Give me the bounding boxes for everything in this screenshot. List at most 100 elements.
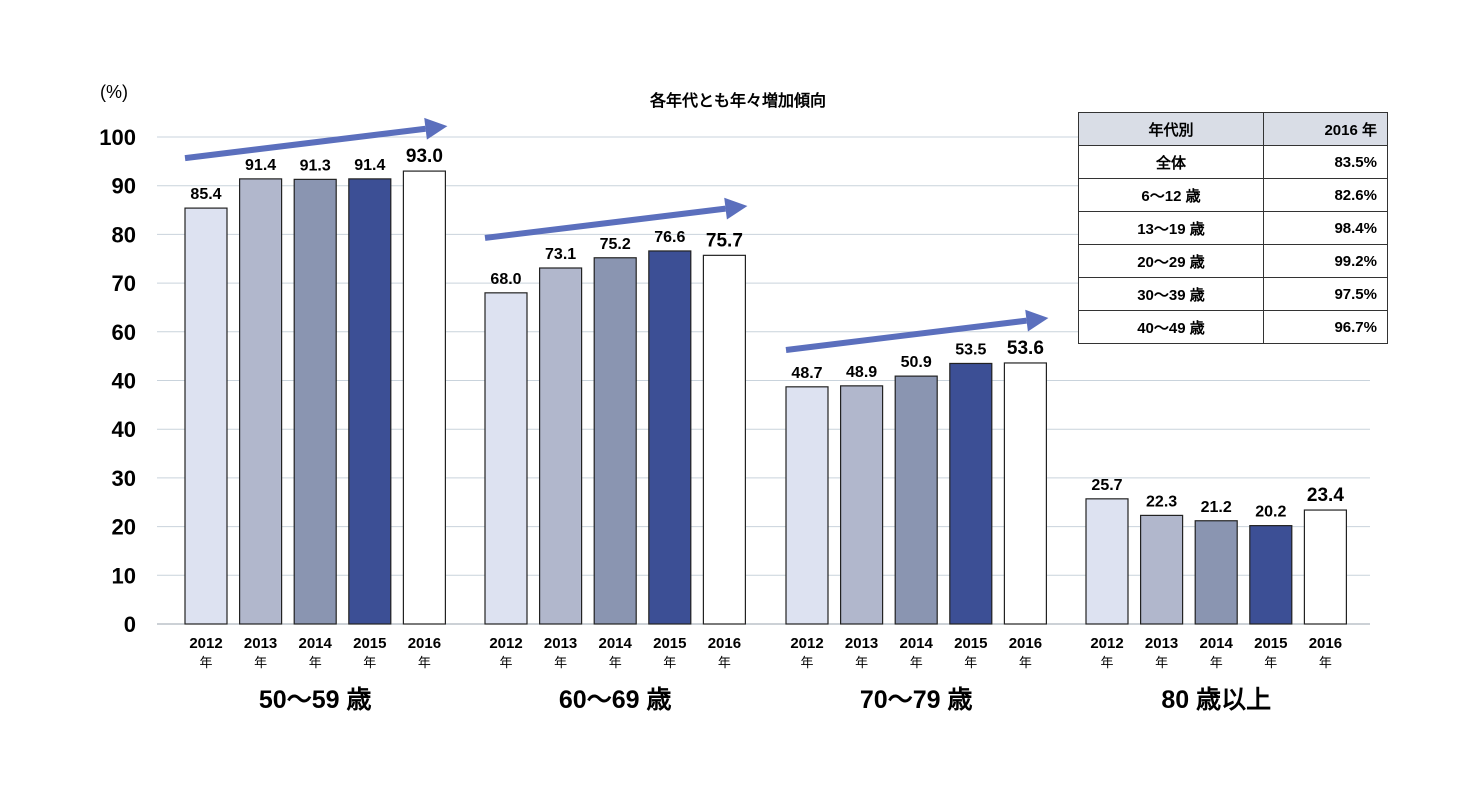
summary-table: 年代別 2016 年 全体 83.5% 6〜12 歳 82.6% 13〜19 歳…	[1078, 112, 1388, 344]
y-tick-label: 30	[112, 466, 136, 491]
data-label: 91.4	[245, 157, 276, 174]
table-row: 30〜39 歳 97.5%	[1078, 277, 1388, 311]
y-tick-label: 70	[112, 271, 136, 296]
bar	[1003, 362, 1048, 625]
x-axis: 2012 年 2013 年 2014 年 2015 年 2016 年 50〜59 歳 2012 年 201…	[189, 635, 1342, 714]
data-label: 91.4	[354, 157, 385, 174]
table-cell-value: 97.5%	[1263, 277, 1388, 311]
trend-arrows	[184, 117, 1049, 353]
x-tick-label: 2014	[299, 635, 333, 652]
data-label: 75.2	[600, 236, 631, 253]
x-tick-label: 2012	[790, 635, 823, 652]
table-cell-value: 96.7%	[1263, 310, 1388, 344]
y-axis-unit: (%)	[100, 82, 128, 102]
table-row: 20〜29 歳 99.2%	[1078, 244, 1388, 278]
table-row: 40〜49 歳 96.7%	[1078, 310, 1388, 344]
table-cell-label: 13〜19 歳	[1078, 211, 1264, 245]
x-tick-label: 2013	[1145, 635, 1178, 652]
x-tick-label-suffix: 年	[499, 655, 512, 670]
bar	[1085, 498, 1129, 625]
x-tick-label-suffix: 年	[254, 655, 267, 670]
x-tick-label-suffix: 年	[663, 655, 676, 670]
x-tick-label-suffix: 年	[718, 655, 731, 670]
trend-arrow-head	[424, 117, 448, 140]
data-label: 91.3	[300, 157, 331, 174]
data-label: 25.7	[1091, 477, 1122, 494]
trend-arrow-shaft	[484, 205, 726, 241]
x-tick-label-suffix: 年	[800, 655, 813, 670]
x-tick-label-suffix: 年	[964, 655, 977, 670]
trend-arrow-shaft	[184, 125, 426, 162]
data-label: 48.7	[791, 365, 822, 382]
data-label: 73.1	[545, 246, 576, 263]
y-tick-label: 40	[112, 417, 136, 442]
data-label: 53.6	[1007, 338, 1044, 359]
x-tick-label-suffix: 年	[309, 655, 322, 670]
x-tick-label: 2013	[244, 635, 277, 652]
y-tick-label: 60	[112, 320, 136, 345]
bar	[1194, 520, 1238, 625]
y-tick-label: 90	[112, 174, 136, 199]
x-tick-label-suffix: 年	[1264, 655, 1277, 670]
chart-title: 各年代とも年々増加傾向	[649, 91, 826, 110]
x-tick-label-suffix: 年	[418, 655, 431, 670]
x-tick-label-suffix: 年	[609, 655, 622, 670]
table-header-year: 2016 年	[1263, 112, 1388, 146]
x-tick-label-suffix: 年	[1210, 655, 1223, 670]
table-row: 6〜12 歳 82.6%	[1078, 178, 1388, 212]
bar	[293, 178, 337, 625]
bar	[702, 254, 747, 625]
x-tick-label: 2015	[1254, 635, 1287, 652]
x-tick-label-suffix: 年	[1019, 655, 1032, 670]
table-row: 全体 83.5%	[1078, 145, 1388, 179]
bar	[949, 362, 993, 625]
group-label: 60〜69 歳	[559, 686, 672, 714]
data-label: 22.3	[1146, 493, 1177, 510]
data-label: 20.2	[1255, 504, 1286, 521]
table-cell-label: 30〜39 歳	[1078, 277, 1264, 311]
bar	[1303, 509, 1348, 625]
data-label: 85.4	[190, 186, 221, 203]
x-tick-label: 2014	[900, 635, 934, 652]
trend-arrow-head	[1025, 309, 1049, 332]
bar	[184, 207, 228, 625]
x-tick-label: 2012	[1090, 635, 1123, 652]
bars	[184, 170, 1348, 625]
bar	[1249, 525, 1293, 625]
bar	[593, 257, 637, 625]
y-tick-label: 80	[112, 222, 136, 247]
group-label: 50〜59 歳	[259, 686, 372, 714]
bar	[839, 385, 884, 625]
x-tick-label-suffix: 年	[1155, 655, 1168, 670]
table-cell-label: 6〜12 歳	[1078, 178, 1264, 212]
data-label: 50.9	[901, 354, 932, 371]
table-header-age: 年代別	[1078, 112, 1264, 146]
x-tick-label: 2014	[599, 635, 633, 652]
table-cell-value: 98.4%	[1263, 211, 1388, 245]
bar	[484, 292, 528, 625]
x-tick-label: 2016	[1009, 635, 1042, 652]
table-row: 13〜19 歳 98.4%	[1078, 211, 1388, 245]
x-tick-label: 2016	[1309, 635, 1342, 652]
bar	[239, 178, 283, 625]
table-cell-label: 40〜49 歳	[1078, 310, 1264, 344]
bar	[894, 375, 938, 625]
bar	[1139, 514, 1184, 625]
group-label: 80 歳以上	[1161, 686, 1271, 714]
data-label: 68.0	[490, 271, 521, 288]
x-tick-label: 2015	[954, 635, 987, 652]
y-tick-label: 40	[112, 369, 136, 394]
bar	[538, 267, 583, 625]
x-tick-label-suffix: 年	[910, 655, 923, 670]
data-label: 23.4	[1307, 485, 1344, 506]
x-tick-label-suffix: 年	[199, 655, 212, 670]
x-tick-label: 2015	[653, 635, 686, 652]
trend-arrow-head	[724, 197, 748, 220]
data-label: 21.2	[1201, 499, 1232, 516]
x-tick-label-suffix: 年	[554, 655, 567, 670]
x-tick-label: 2012	[189, 635, 222, 652]
table-cell-value: 99.2%	[1263, 244, 1388, 278]
group-label: 70〜79 歳	[860, 686, 973, 714]
x-tick-label: 2015	[353, 635, 386, 652]
